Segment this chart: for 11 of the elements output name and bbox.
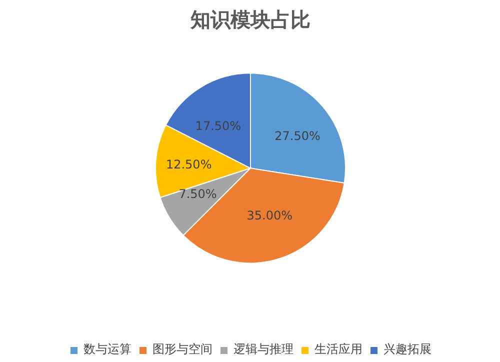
chart-title: 知识模块占比 [190, 8, 310, 32]
legend-label: 图形与空间 [152, 341, 212, 358]
data-label: 35.00% [246, 208, 292, 222]
data-label: 7.50% [178, 187, 217, 202]
data-label: 27.50% [274, 128, 320, 143]
legend-label: 数与运算 [84, 341, 132, 358]
data-label: 17.50% [195, 118, 242, 133]
legend-label: 生活应用 [314, 341, 362, 358]
legend-label: 逻辑与推理 [234, 341, 294, 358]
data-label: 12.50% [166, 157, 212, 172]
legend-label: 兴趣拓展 [384, 341, 432, 358]
